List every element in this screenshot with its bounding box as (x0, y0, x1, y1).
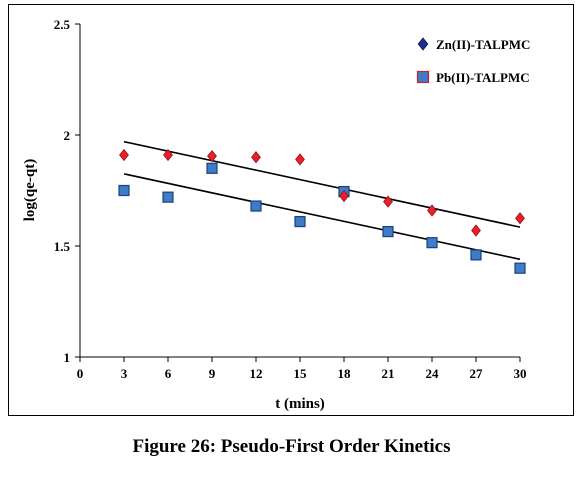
data-point-zn (295, 153, 305, 166)
data-point-pb (118, 184, 130, 197)
data-point-zn (251, 151, 261, 164)
legend-label-zn: Zn(II)-TALPMC (436, 37, 530, 52)
x-tick-label: 15 (294, 366, 308, 381)
data-point-pb (514, 262, 526, 274)
figure-caption: Figure 26: Pseudo-First Order Kinetics (132, 436, 451, 457)
data-point-zn (119, 148, 129, 162)
y-axis-label: log(qe-qt) (22, 159, 38, 222)
data-point-zn (339, 189, 349, 203)
data-point-zn (471, 224, 481, 237)
x-tick-label: 3 (121, 366, 128, 381)
data-point-zn (515, 212, 525, 225)
data-point-pb (206, 162, 218, 174)
legend-marker-pb (416, 70, 430, 84)
data-point-pb (294, 215, 306, 228)
x-tick-label: 27 (470, 366, 484, 381)
data-point-pb (250, 200, 262, 212)
trendline-pb (123, 173, 521, 261)
data-point-zn (207, 149, 217, 163)
data-point-pb (470, 249, 482, 261)
y-tick-label: 2 (64, 128, 71, 143)
data-point-pb (426, 237, 438, 249)
x-tick-label: 30 (514, 366, 527, 381)
x-axis-label: t (mins) (275, 396, 325, 412)
y-tick-label: 2.5 (54, 17, 71, 32)
y-tick-label: 1.5 (54, 239, 71, 254)
data-point-zn (427, 204, 437, 217)
x-tick-label: 18 (338, 366, 352, 381)
data-point-pb (162, 191, 174, 203)
legend-label-pb: Pb(II)-TALPMC (436, 70, 530, 85)
legend: Zn(II)-TALPMC Pb(II)-TALPMC (416, 37, 530, 85)
plot-area: 0 3 6 9 12 15 18 21 24 27 30 1 1.5 2 2.5 (54, 17, 527, 381)
data-point-pb (382, 225, 394, 238)
trendline-zn (123, 140, 521, 228)
data-point-zn (383, 195, 393, 208)
x-tick-label: 9 (209, 366, 216, 381)
data-point-zn (163, 148, 173, 162)
x-tick-label: 0 (77, 366, 84, 381)
x-tick-label: 24 (426, 366, 440, 381)
legend-marker-zn (417, 37, 429, 51)
x-tick-label: 6 (165, 366, 172, 381)
y-tick-label: 1 (64, 350, 71, 365)
x-tick-label: 12 (250, 366, 263, 381)
x-tick-label: 21 (382, 366, 395, 381)
